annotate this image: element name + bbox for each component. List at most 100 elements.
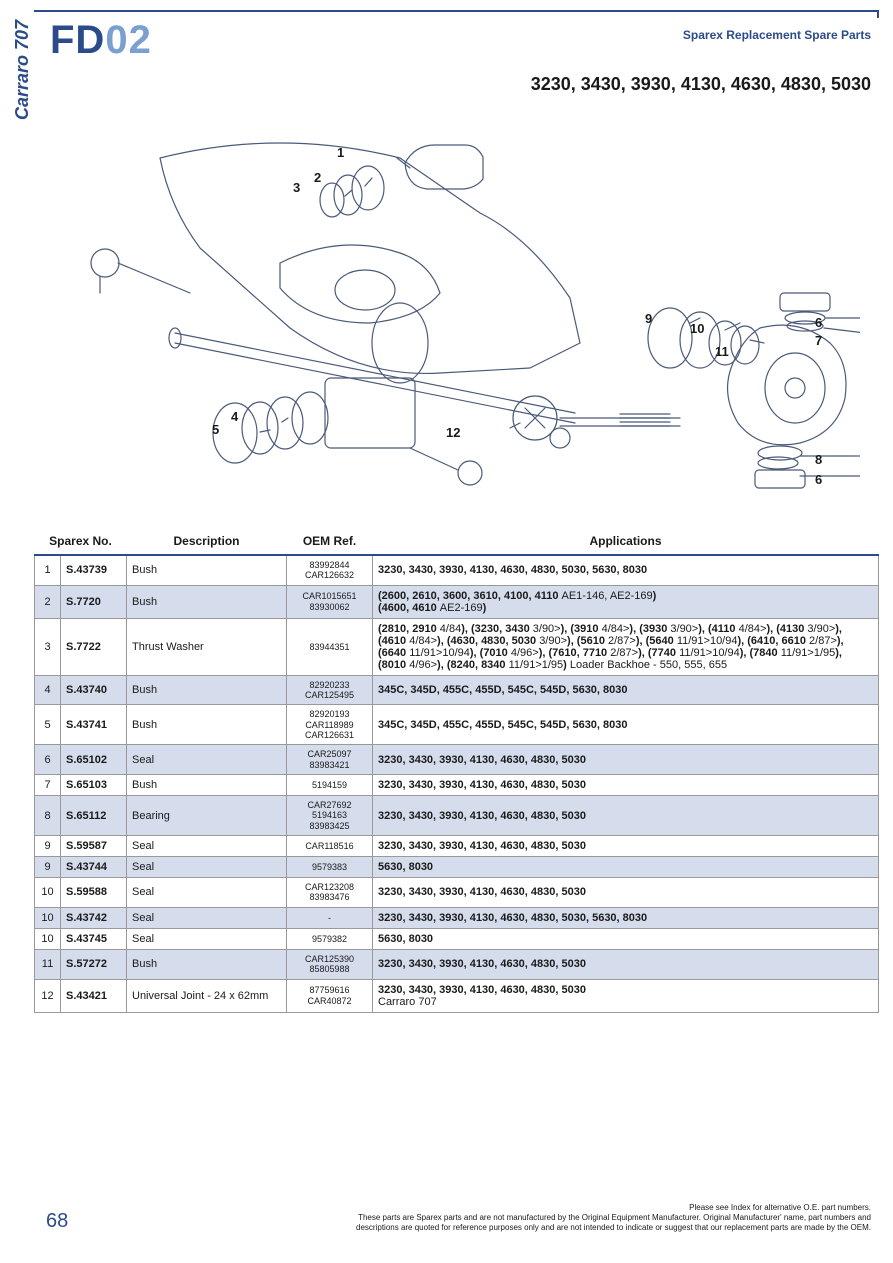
footnote-l3: descriptions are quoted for reference pu…	[231, 1223, 871, 1233]
cell-description: Bush	[127, 775, 287, 796]
footnote: Please see Index for alternative O.E. pa…	[231, 1203, 871, 1233]
page-number: 68	[46, 1210, 68, 1233]
cell-idx: 10	[35, 928, 61, 949]
sparex-label: Sparex Replacement Spare Parts	[683, 28, 871, 42]
cell-description: Seal	[127, 878, 287, 908]
table-row: 10S.59588SealCAR123208839834763230, 3430…	[35, 878, 879, 908]
cell-applications: 3230, 3430, 3930, 4130, 4630, 4830, 5030…	[373, 979, 879, 1012]
cell-description: Bush	[127, 555, 287, 585]
callout-label: 12	[446, 425, 460, 440]
cell-oem-ref: -	[287, 907, 373, 928]
cell-sparex-no: S.43742	[61, 907, 127, 928]
cell-applications: 3230, 3430, 3930, 4130, 4630, 4830, 5030…	[373, 907, 879, 928]
cell-sparex-no: S.59588	[61, 878, 127, 908]
cell-sparex-no: S.65112	[61, 796, 127, 836]
table-row: 5S.43741Bush82920193CAR118989CAR12663134…	[35, 705, 879, 745]
table-row: 8S.65112BearingCAR2769251941638398342532…	[35, 796, 879, 836]
cell-sparex-no: S.7720	[61, 585, 127, 618]
cell-oem-ref: CAR101565183930062	[287, 585, 373, 618]
cell-sparex-no: S.43740	[61, 675, 127, 705]
cell-applications: 3230, 3430, 3930, 4130, 4630, 4830, 5030	[373, 836, 879, 857]
cell-sparex-no: S.59587	[61, 836, 127, 857]
diagram-svg	[60, 118, 860, 518]
cell-idx: 7	[35, 775, 61, 796]
cell-oem-ref: CAR12539085805988	[287, 949, 373, 979]
th-applications: Applications	[373, 530, 879, 555]
exploded-diagram: 1234566789101112	[60, 118, 860, 518]
cell-description: Seal	[127, 745, 287, 775]
cell-oem-ref: CAR27692519416383983425	[287, 796, 373, 836]
cell-sparex-no: S.43421	[61, 979, 127, 1012]
cell-description: Seal	[127, 836, 287, 857]
cell-description: Seal	[127, 928, 287, 949]
cell-oem-ref: 83992844CAR126632	[287, 555, 373, 585]
cell-oem-ref: 83944351	[287, 618, 373, 675]
callout-label: 2	[314, 170, 321, 185]
cell-applications: 3230, 3430, 3930, 4130, 4630, 4830, 5030…	[373, 555, 879, 585]
callout-label: 6	[815, 472, 822, 487]
cell-applications: 5630, 8030	[373, 857, 879, 878]
cell-applications: 3230, 3430, 3930, 4130, 4630, 4830, 5030	[373, 878, 879, 908]
cell-oem-ref: 9579382	[287, 928, 373, 949]
page: FD02 Sparex Replacement Spare Parts Carr…	[0, 0, 893, 1263]
table-row: 9S.43744Seal95793835630, 8030	[35, 857, 879, 878]
table-row: 3S.7722Thrust Washer83944351(2810, 2910 …	[35, 618, 879, 675]
parts-table-wrap: Sparex No. Description OEM Ref. Applicat…	[34, 530, 879, 1013]
cell-idx: 4	[35, 675, 61, 705]
cell-description: Seal	[127, 857, 287, 878]
cell-idx: 5	[35, 705, 61, 745]
table-header-row: Sparex No. Description OEM Ref. Applicat…	[35, 530, 879, 555]
callout-label: 10	[690, 321, 704, 336]
table-row: 10S.43745Seal95793825630, 8030	[35, 928, 879, 949]
th-oem-ref: OEM Ref.	[287, 530, 373, 555]
th-description: Description	[127, 530, 287, 555]
table-row: 7S.65103Bush51941593230, 3430, 3930, 413…	[35, 775, 879, 796]
cell-oem-ref: 82920233CAR125495	[287, 675, 373, 705]
cell-idx: 1	[35, 555, 61, 585]
header: FD02 Sparex Replacement Spare Parts	[0, 18, 893, 63]
callout-label: 3	[293, 180, 300, 195]
cell-oem-ref: CAR12320883983476	[287, 878, 373, 908]
cell-idx: 8	[35, 796, 61, 836]
cell-description: Thrust Washer	[127, 618, 287, 675]
cell-idx: 11	[35, 949, 61, 979]
cell-idx: 9	[35, 836, 61, 857]
cell-oem-ref: CAR118516	[287, 836, 373, 857]
cell-oem-ref: 5194159	[287, 775, 373, 796]
table-row: 4S.43740Bush82920233CAR125495345C, 345D,…	[35, 675, 879, 705]
footnote-l1: Please see Index for alternative O.E. pa…	[231, 1203, 871, 1213]
cell-description: Bush	[127, 675, 287, 705]
cell-sparex-no: S.43744	[61, 857, 127, 878]
cell-idx: 2	[35, 585, 61, 618]
cell-applications: 3230, 3430, 3930, 4130, 4630, 4830, 5030	[373, 796, 879, 836]
cell-description: Bush	[127, 705, 287, 745]
cell-description: Bush	[127, 585, 287, 618]
cell-oem-ref: 87759616CAR40872	[287, 979, 373, 1012]
code-prefix: FD	[50, 18, 105, 62]
cell-sparex-no: S.57272	[61, 949, 127, 979]
top-rule	[34, 10, 879, 18]
cell-applications: (2600, 2610, 3600, 3610, 4100, 4110 AE1-…	[373, 585, 879, 618]
cell-idx: 6	[35, 745, 61, 775]
cell-applications: 345C, 345D, 455C, 455D, 545C, 545D, 5630…	[373, 675, 879, 705]
footnote-l2: These parts are Sparex parts and are not…	[231, 1213, 871, 1223]
callout-label: 4	[231, 409, 238, 424]
table-row: 2S.7720BushCAR101565183930062(2600, 2610…	[35, 585, 879, 618]
cell-applications: 3230, 3430, 3930, 4130, 4630, 4830, 5030	[373, 949, 879, 979]
cell-oem-ref: 82920193CAR118989CAR126631	[287, 705, 373, 745]
table-row: 12S.43421Universal Joint - 24 x 62mm8775…	[35, 979, 879, 1012]
cell-applications: 3230, 3430, 3930, 4130, 4630, 4830, 5030	[373, 745, 879, 775]
cell-oem-ref: CAR2509783983421	[287, 745, 373, 775]
cell-description: Seal	[127, 907, 287, 928]
cell-idx: 3	[35, 618, 61, 675]
code-num: 02	[105, 18, 152, 62]
table-row: 10S.43742Seal-3230, 3430, 3930, 4130, 46…	[35, 907, 879, 928]
cell-applications: (2810, 2910 4/84), (3230, 3430 3/90>), (…	[373, 618, 879, 675]
callout-label: 8	[815, 452, 822, 467]
cell-idx: 9	[35, 857, 61, 878]
callout-label: 6	[815, 315, 822, 330]
th-sparex-no: Sparex No.	[35, 530, 127, 555]
cell-oem-ref: 9579383	[287, 857, 373, 878]
cell-sparex-no: S.43745	[61, 928, 127, 949]
cell-description: Bush	[127, 949, 287, 979]
